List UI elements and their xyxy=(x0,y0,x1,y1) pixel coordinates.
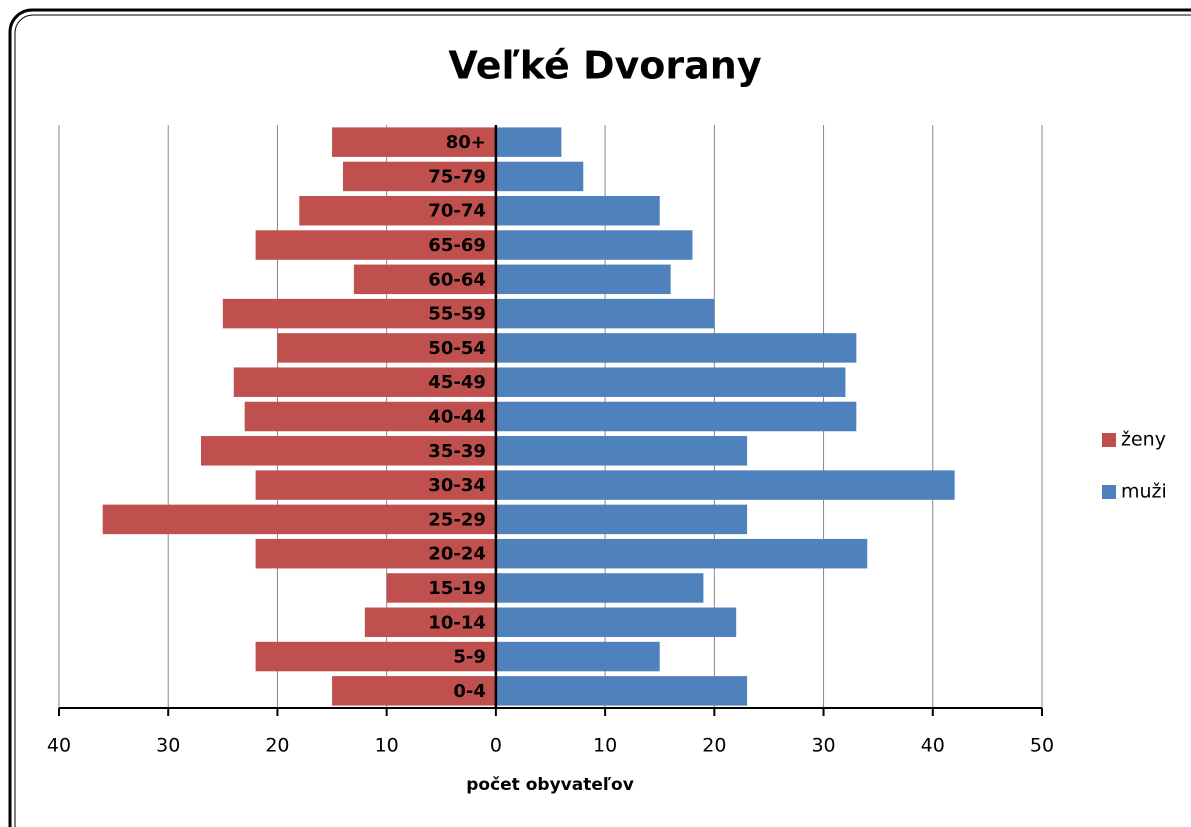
bar xyxy=(233,367,496,397)
bar xyxy=(495,436,748,466)
y-tick-label: 65-69 xyxy=(428,235,486,256)
y-tick-label: 30-34 xyxy=(428,475,486,496)
bar xyxy=(495,504,748,535)
bar xyxy=(495,230,693,260)
y-tick-label: 15-19 xyxy=(428,578,486,599)
y-tick-label: 5-9 xyxy=(453,647,486,668)
y-tick-label: 20-24 xyxy=(428,544,486,565)
chart-title: Veľké Dvorany xyxy=(448,44,761,88)
bar xyxy=(299,195,496,226)
bar xyxy=(495,470,955,500)
bar xyxy=(332,676,496,706)
x-tick-label: 40 xyxy=(47,735,71,757)
bar xyxy=(386,573,496,603)
bar xyxy=(222,298,496,329)
bar xyxy=(495,676,748,706)
x-tick-label: 20 xyxy=(265,735,289,757)
y-tick-label: 40-44 xyxy=(428,407,486,428)
chart-frame-inner xyxy=(14,14,1191,827)
bar xyxy=(255,470,496,500)
y-tick-label: 0-4 xyxy=(453,681,486,702)
y-tick-label: 55-59 xyxy=(428,304,486,325)
bar xyxy=(495,641,660,672)
bar xyxy=(495,195,660,226)
x-tick-label: 30 xyxy=(156,735,180,757)
bar xyxy=(255,641,496,672)
bar xyxy=(495,607,737,638)
bar xyxy=(495,333,857,363)
y-tick-label: 35-39 xyxy=(428,441,486,462)
y-tick-label: 45-49 xyxy=(428,372,486,393)
x-tick-label: 20 xyxy=(702,735,726,757)
legend-swatch xyxy=(1102,433,1116,447)
x-tick-label: 0 xyxy=(490,735,502,757)
x-axis-title: počet obyvateľov xyxy=(466,775,634,795)
x-tick-label: 30 xyxy=(811,735,835,757)
bar xyxy=(353,264,496,295)
y-tick-label: 25-29 xyxy=(428,509,486,530)
legend-label: muži xyxy=(1121,481,1167,503)
y-tick-label: 50-54 xyxy=(428,338,486,359)
bar xyxy=(495,573,704,603)
bar xyxy=(495,264,671,295)
bar xyxy=(495,298,715,329)
x-tick-label: 10 xyxy=(375,735,399,757)
bar xyxy=(102,504,496,535)
y-tick-label: 70-74 xyxy=(428,201,486,222)
bar xyxy=(342,161,496,192)
bar xyxy=(200,436,496,466)
bar xyxy=(495,161,584,192)
bar xyxy=(495,401,857,432)
legend-label: ženy xyxy=(1121,429,1166,451)
bar xyxy=(364,607,496,638)
bar xyxy=(332,127,496,157)
y-tick-label: 60-64 xyxy=(428,269,486,290)
bar xyxy=(244,401,496,432)
x-tick-label: 40 xyxy=(921,735,945,757)
x-tick-label: 50 xyxy=(1030,735,1054,757)
legend-swatch xyxy=(1102,485,1116,499)
y-tick-label: 80+ xyxy=(446,132,486,153)
bar xyxy=(277,333,496,363)
bar xyxy=(255,538,496,569)
x-tick-label: 10 xyxy=(593,735,617,757)
y-tick-label: 75-79 xyxy=(428,166,486,187)
bar xyxy=(495,367,846,397)
bar xyxy=(255,230,496,260)
bar xyxy=(495,538,868,569)
y-tick-label: 10-14 xyxy=(428,612,486,633)
bar xyxy=(495,127,562,157)
